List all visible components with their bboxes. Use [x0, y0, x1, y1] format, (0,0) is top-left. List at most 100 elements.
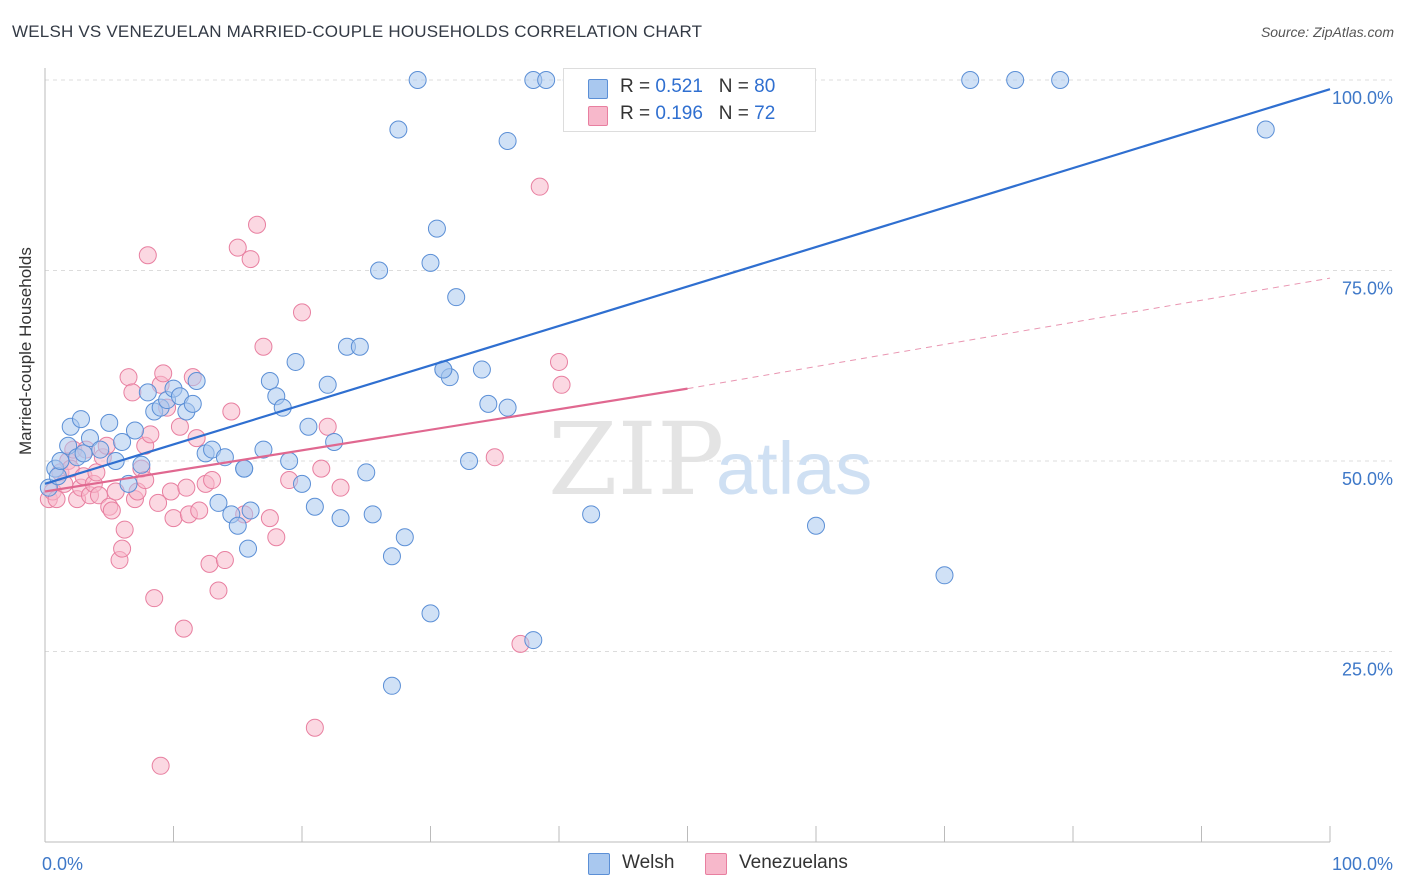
- venezuelan-point: [141, 425, 160, 444]
- y-tick-label-75: 75.0%: [1342, 279, 1393, 299]
- welsh-point: [74, 444, 93, 463]
- venezuelan-point: [331, 478, 350, 497]
- welsh-point: [395, 528, 414, 547]
- welsh-point: [582, 505, 601, 524]
- y-tick-label-100: 100.0%: [1332, 88, 1393, 108]
- venezuelan-point: [305, 718, 324, 737]
- venezuelans-legend-swatch: [705, 853, 727, 875]
- welsh-point: [460, 452, 479, 470]
- welsh-point: [305, 497, 324, 516]
- watermark-atlas: atlas: [716, 427, 872, 510]
- venezuelan-point: [89, 486, 108, 505]
- venezuelan-point: [113, 539, 132, 558]
- venezuelan-point: [228, 238, 247, 257]
- welsh-point: [260, 371, 279, 390]
- welsh-point: [100, 413, 119, 432]
- welsh-point: [498, 131, 517, 150]
- source-label: Source: ZipAtlas.com: [1260, 24, 1394, 40]
- y-axis-label: Married-couple Households: [16, 247, 35, 455]
- welsh-point: [125, 421, 144, 440]
- watermark: ZIP atlas: [548, 401, 872, 518]
- venezuelan-point: [154, 364, 173, 383]
- y-tick-label-25: 25.0%: [1342, 660, 1393, 680]
- welsh-swatch: [588, 79, 608, 99]
- welsh-point: [113, 432, 132, 451]
- venezuelan-point: [149, 493, 168, 512]
- welsh-legend-label: Welsh: [622, 852, 675, 873]
- axes: [44, 68, 1331, 843]
- trend-lines: [44, 88, 1331, 493]
- welsh-point: [293, 474, 311, 493]
- welsh-point: [421, 253, 440, 272]
- welsh-point: [472, 360, 491, 379]
- venezuelan-point: [119, 368, 138, 387]
- welsh-n-value: 80: [754, 76, 776, 97]
- venezuelan-point: [485, 448, 504, 467]
- welsh-point: [132, 455, 151, 474]
- venezuelan-point: [267, 528, 286, 547]
- venezuelan-point: [190, 501, 209, 520]
- welsh-legend-swatch: [588, 853, 610, 875]
- welsh-point: [498, 398, 517, 417]
- welsh-point: [524, 631, 543, 650]
- welsh-point: [370, 261, 389, 280]
- welsh-point: [228, 516, 247, 535]
- welsh-point: [318, 375, 337, 394]
- tick-labels: 25.0% 50.0% 75.0% 100.0% 0.0% 100.0%: [42, 88, 1393, 874]
- venezuelan-point: [530, 177, 549, 196]
- chart-title: WELSH VS VENEZUELAN MARRIED-COUPLE HOUSE…: [12, 22, 703, 41]
- venezuelan-point: [151, 756, 170, 775]
- welsh-point: [807, 516, 825, 535]
- venezuelan-point: [200, 554, 219, 573]
- venezuelans-r-label: R =: [620, 103, 656, 124]
- welsh-point: [935, 566, 954, 585]
- welsh-points: [39, 71, 1275, 695]
- welsh-point: [408, 71, 427, 89]
- x-tick-label-min: 0.0%: [42, 854, 83, 874]
- welsh-point: [138, 383, 157, 402]
- welsh-point: [382, 676, 401, 695]
- welsh-point: [91, 440, 110, 459]
- venezuelan-point: [260, 509, 279, 528]
- welsh-point: [382, 547, 401, 566]
- venezuelan-point: [203, 471, 222, 490]
- welsh-point: [239, 539, 258, 558]
- venezuelan-point: [145, 589, 164, 608]
- welsh-point: [71, 410, 90, 429]
- welsh-point: [299, 417, 318, 436]
- welsh-point: [363, 505, 382, 524]
- y-tick-label-50: 50.0%: [1342, 469, 1393, 489]
- x-tick-label-max: 100.0%: [1332, 854, 1393, 874]
- welsh-point: [357, 463, 376, 482]
- venezuelan-point: [215, 551, 234, 570]
- welsh-point: [280, 452, 299, 470]
- welsh-r-value: 0.521: [655, 76, 703, 97]
- venezuelan-point: [241, 250, 260, 269]
- venezuelan-point: [138, 246, 157, 265]
- venezuelan-point: [115, 520, 134, 539]
- venezuelan-trend-extension: [687, 277, 1331, 390]
- welsh-point: [51, 452, 70, 470]
- venezuelan-point: [170, 417, 189, 436]
- venezuelan-point: [222, 402, 241, 421]
- welsh-point: [254, 440, 273, 459]
- venezuelans-n-label: N =: [718, 103, 755, 124]
- venezuelan-point: [177, 478, 196, 497]
- welsh-point: [421, 604, 440, 623]
- venezuelan-point: [102, 501, 121, 520]
- grid-lines: [45, 79, 1392, 652]
- venezuelan-point: [254, 337, 273, 356]
- welsh-point: [479, 394, 498, 413]
- venezuelan-point: [552, 375, 571, 394]
- welsh-point: [235, 459, 254, 478]
- welsh-point: [80, 429, 99, 448]
- venezuelan-point: [161, 482, 180, 501]
- welsh-point: [1006, 71, 1025, 89]
- venezuelan-point: [123, 383, 142, 402]
- welsh-point: [1256, 120, 1275, 139]
- welsh-point: [961, 71, 980, 89]
- welsh-point: [187, 371, 206, 390]
- venezuelan-point: [550, 352, 568, 371]
- welsh-point: [447, 288, 466, 307]
